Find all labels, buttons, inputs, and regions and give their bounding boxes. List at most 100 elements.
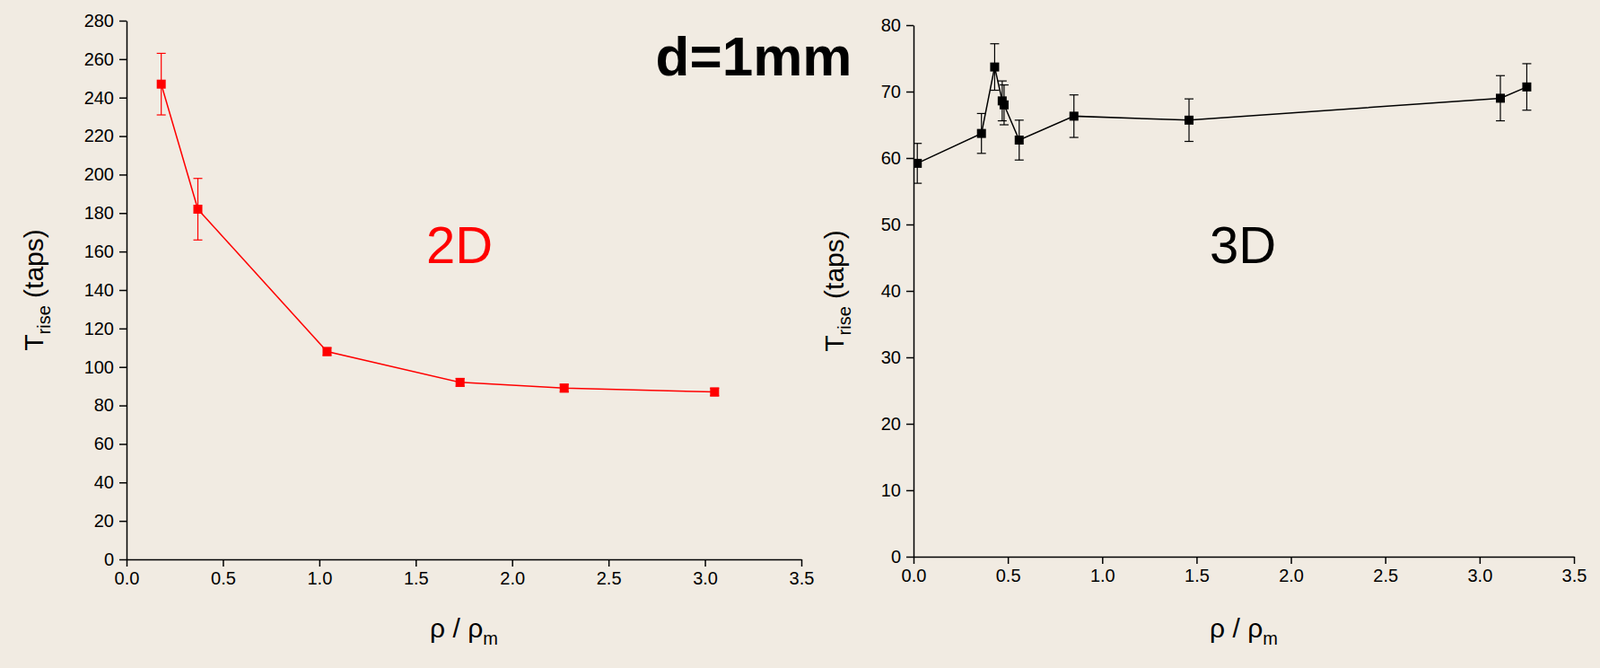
y-tick: 240 [84,87,127,108]
y-tick: 70 [881,81,914,102]
y-tick-label: 0 [104,549,114,569]
y-tick-label: 30 [881,347,901,368]
error-bar [559,384,569,393]
x-tick-label: 2.0 [1278,565,1304,586]
y-tick-label: 240 [84,87,114,108]
y-tick-label: 40 [881,280,901,301]
data-point [1069,111,1079,121]
error-bar [455,378,465,387]
error-bar-cap [977,113,987,114]
x-axis-line [127,559,803,561]
y-tick-label: 280 [84,10,114,31]
y-tick: 60 [94,433,127,454]
y-tick-label: 20 [94,510,114,531]
error-bar [1069,95,1079,138]
error-bar [999,85,1009,125]
y-tick: 200 [84,164,127,184]
y-tick-mark [906,489,914,492]
x-tick: 0.5 [996,556,1022,586]
x-tick-mark [1101,556,1104,564]
error-bar-cap [192,177,202,179]
y-tick: 50 [881,214,914,235]
data-point [322,347,332,357]
x-tick-label: 3.5 [789,568,815,588]
y-axis-title: Trise (taps) [18,228,54,351]
x-tick-mark [511,559,514,567]
y-tick-mark [119,251,127,254]
y-tick-mark [119,174,127,176]
y-tick: 260 [84,49,127,70]
y-tick-mark [906,357,914,359]
x-axis-title: ρ / ρm [1209,612,1278,648]
y-tick-mark [119,520,127,523]
error-bar-cap [1521,62,1531,64]
error-bar-cap [913,142,922,144]
y-tick-label: 220 [84,125,114,146]
error-bar [977,113,987,153]
error-bar [1495,75,1505,121]
y-tick: 60 [881,148,914,168]
x-tick-mark [1290,556,1293,564]
error-bar-cap [1495,75,1505,77]
data-point [1495,93,1505,103]
x-tick-label: 0.0 [114,568,140,588]
y-tick-label: 50 [881,214,901,235]
x-tick: 3.5 [789,559,815,588]
y-tick: 280 [84,10,127,31]
x-tick-mark [704,559,707,567]
error-bar [1014,120,1024,160]
y-tick-label: 180 [84,202,114,223]
error-bar-cap [977,152,987,154]
data-point [1184,115,1194,125]
x-tick-label: 3.0 [1467,565,1493,586]
error-bar-cap [999,123,1009,125]
data-point [709,387,719,397]
subscript: rise [834,306,855,335]
x-tick-mark [801,559,804,567]
data-point [559,383,569,393]
y-tick: 100 [84,357,127,377]
error-bar-cap [157,52,167,54]
y-tick-mark [119,481,127,484]
y-tick-label: 60 [881,148,901,168]
series-line [161,84,716,393]
x-tick-label: 0.0 [901,565,927,586]
y-tick-label: 10 [881,480,901,500]
y-tick-mark [119,289,127,292]
data-point [1521,82,1531,92]
y-tick-label: 200 [84,164,114,184]
y-tick: 0 [104,549,127,569]
error-bar [709,387,719,396]
error-bar-cap [1521,109,1531,111]
x-tick-label: 2.5 [1372,565,1399,586]
y-tick-label: 20 [881,413,901,434]
error-bar-cap [989,89,999,91]
x-tick-label: 0.5 [996,565,1022,586]
x-tick: 2.0 [499,559,525,588]
x-tick: 2.5 [1372,556,1399,586]
error-bar-cap [1014,119,1024,121]
y-tick-mark [119,20,127,23]
error-bar-cap [192,239,202,241]
y-tick-mark [906,224,914,227]
x-tick-mark [1573,556,1576,564]
data-point [192,204,202,214]
y-axis-title: Trise (taps) [819,229,855,352]
x-tick-label: 1.0 [306,568,333,588]
subscript: m [482,628,499,648]
x-tick-mark [1007,556,1010,564]
y-tick-label: 60 [94,433,114,454]
data-point [1014,135,1024,145]
x-tick-label: 0.5 [210,568,237,588]
subscript: rise [34,305,54,334]
y-tick-mark [906,157,914,160]
x-tick-mark [608,559,611,567]
error-bar-cap [1069,94,1079,96]
y-tick-mark [119,559,127,561]
y-tick: 80 [94,394,127,415]
x-tick: 2.0 [1278,556,1304,586]
x-tick: 2.5 [596,559,622,588]
y-tick-label: 80 [881,15,901,35]
y-tick: 120 [84,318,127,339]
y-tick-label: 120 [84,318,114,339]
